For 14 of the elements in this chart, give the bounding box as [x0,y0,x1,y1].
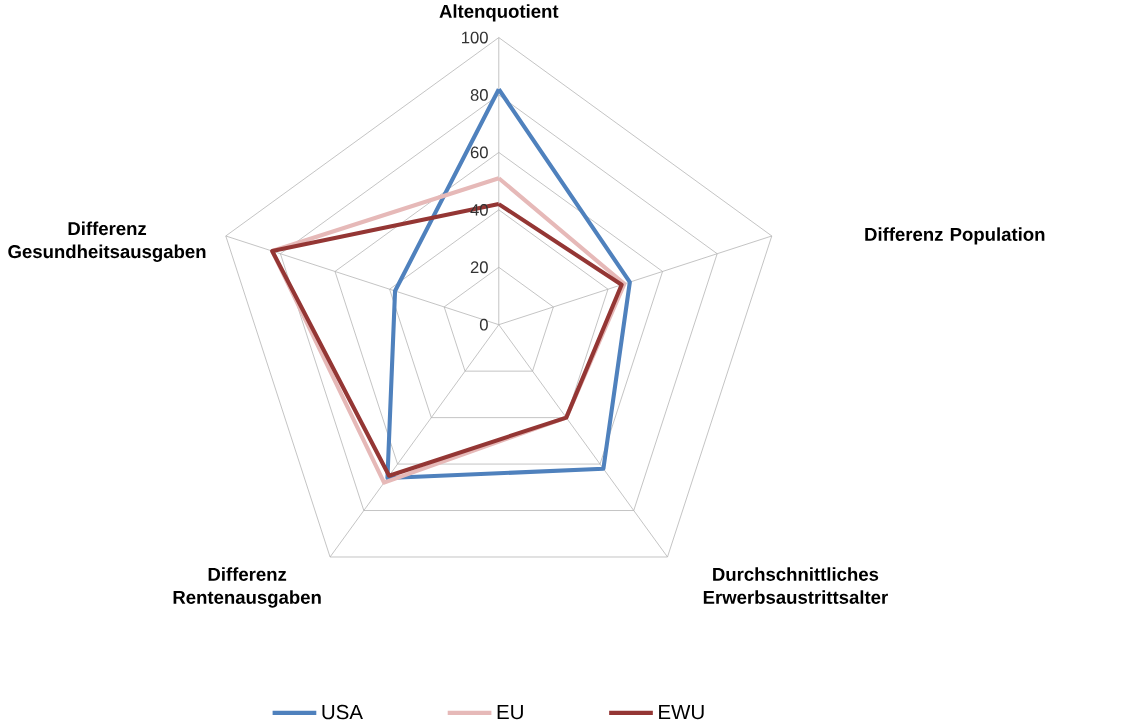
spoke-label: Durchschnittliches Erwerbsaustrittsalter [703,567,888,604]
spoke-label: Differenz Population [865,227,1045,245]
legend-label: USA [322,704,363,720]
legend-label: EWU [659,704,704,720]
y-tick-label: 60 [470,146,488,159]
spoke-label: Altenquotient [439,4,559,22]
y-tick-label: 20 [470,261,488,274]
spoke-label: Differenz Gesundheitsausgaben [8,221,206,262]
spoke-label: Differenz Rentenausgaben [173,567,321,608]
legend-label: EU [497,704,523,720]
y-tick-label: 40 [470,203,488,216]
y-tick-label: 100 [462,31,488,44]
y-tick-label: 80 [470,89,488,101]
y-tick-label: 0 [479,318,488,331]
